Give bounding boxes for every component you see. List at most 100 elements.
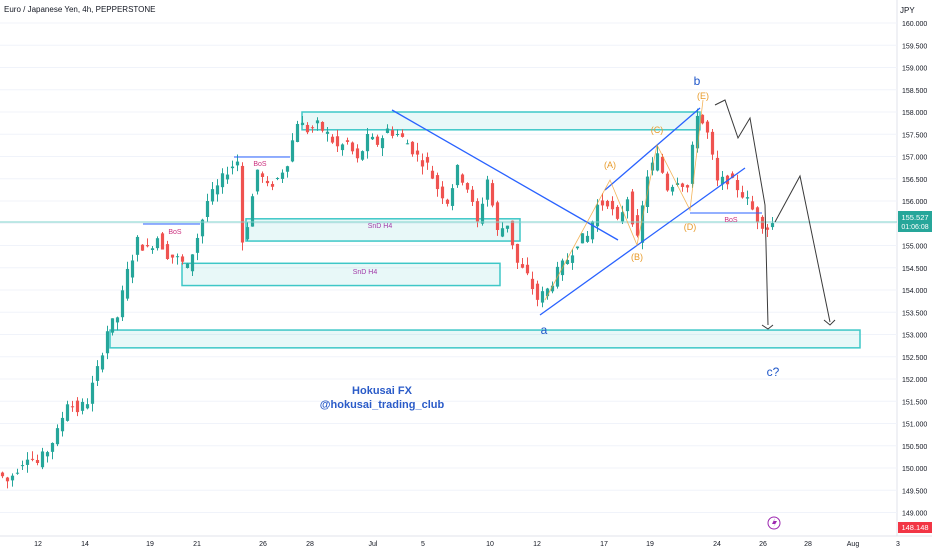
candle-body: [730, 173, 735, 178]
candle-body: [590, 221, 595, 240]
candle-body: [265, 180, 270, 184]
candle-body: [370, 136, 375, 140]
price-tick-label: 158.000: [902, 110, 927, 117]
candle-body: [10, 475, 15, 481]
candle-body: [340, 144, 345, 151]
bos-label-2: BoS: [253, 161, 267, 168]
candle-body: [535, 283, 540, 300]
candle-body: [25, 459, 30, 465]
currency-label[interactable]: JPY: [900, 6, 915, 15]
candle-body: [500, 228, 505, 237]
candle-body: [245, 227, 250, 240]
candle-body: [255, 169, 260, 192]
time-tick-label: 3: [896, 541, 900, 548]
time-ticks: 12 14 19 21 26 28 Jul 5 10 12 17 19 24 26 28 Aug 3: [34, 541, 900, 548]
arrow-head-2: [823, 319, 836, 326]
candle-body: [65, 404, 70, 421]
time-tick-label: Aug: [847, 541, 860, 548]
price-ticks: 160.000 159.500 159.000 158.500 158.000 157.5…: [902, 21, 927, 518]
candle-body: [425, 157, 430, 163]
wave-a-label: a: [541, 323, 548, 337]
candle-body: [190, 254, 195, 272]
candle-body: [275, 177, 280, 179]
candle-body: [75, 400, 80, 413]
candle-body: [270, 183, 275, 187]
candle-body: [285, 166, 290, 172]
candle-body: [295, 123, 300, 142]
candle-body: [705, 121, 710, 133]
candle-body: [85, 404, 90, 409]
price-tick-label: 159.000: [902, 66, 927, 73]
candle-body: [180, 256, 185, 262]
candle-body: [15, 472, 20, 474]
candle-body: [750, 201, 755, 210]
candle-body: [230, 166, 235, 169]
candle-body: [475, 201, 480, 222]
candle-body: [415, 150, 420, 155]
candle-body: [405, 143, 410, 145]
candle-body: [515, 243, 520, 263]
candle-body: [400, 133, 405, 137]
candle-body: [570, 255, 575, 263]
arrow-head-1: [761, 324, 774, 330]
snd-label-1: SnD H4: [368, 223, 393, 230]
candle-body: [695, 115, 700, 149]
candle-body: [430, 170, 435, 179]
candle-body: [530, 278, 535, 290]
candle-body: [605, 200, 610, 207]
wave-A-label: (A): [604, 160, 616, 170]
candle-body: [395, 134, 400, 136]
candle-body: [60, 417, 65, 432]
candle-body: [145, 245, 150, 247]
candle-body: [660, 156, 665, 173]
candle-body: [20, 465, 25, 467]
candle-body: [305, 124, 310, 133]
candle-body: [565, 260, 570, 265]
current-price-badge: [898, 211, 932, 232]
candle-body: [55, 428, 60, 445]
time-tick-label: 26: [259, 541, 267, 548]
candle-body: [690, 144, 695, 184]
candle-body: [470, 189, 475, 202]
bar-countdown: 01:06:08: [901, 224, 928, 231]
candle-body: [215, 185, 220, 195]
candle-body: [120, 290, 125, 318]
candle-body: [635, 215, 640, 236]
lightning-icon: [772, 518, 777, 528]
candle-body: [600, 200, 605, 206]
candle-body: [235, 161, 240, 166]
time-tick-label: 19: [146, 541, 154, 548]
watermark-line-1: Hokusai FX: [352, 385, 413, 397]
projection-path-1: [714, 99, 769, 326]
price-tick-label: 152.500: [902, 355, 927, 362]
candle-body: [520, 264, 525, 268]
price-tick-label: 152.000: [902, 377, 927, 384]
candle-body: [675, 183, 680, 185]
candle-body: [720, 176, 725, 185]
projection-path-2: [774, 174, 831, 323]
candle-body: [410, 141, 415, 155]
candle-body: [420, 160, 425, 167]
price-tick-label: 150.000: [902, 466, 927, 473]
price-tick-label: 154.000: [902, 288, 927, 295]
candle-body: [435, 175, 440, 190]
candle-body: [365, 134, 370, 152]
candle-body: [360, 151, 365, 160]
candle-body: [465, 183, 470, 190]
time-tick-label: 26: [759, 541, 767, 548]
candle-body: [150, 248, 155, 251]
price-tick-label: 159.500: [902, 43, 927, 50]
candle-body: [710, 131, 715, 155]
candle-body: [280, 172, 285, 179]
candle-body: [115, 317, 120, 323]
candle-body: [0, 472, 5, 477]
candle-body: [330, 136, 335, 143]
price-tick-label: 157.000: [902, 155, 927, 162]
chart-title: Euro / Japanese Yen, 4h, PEPPERSTONE: [4, 5, 156, 14]
candle-body: [80, 401, 85, 411]
candle-body: [185, 263, 190, 269]
time-tick-label: 28: [306, 541, 314, 548]
low-price-badge: [898, 522, 932, 533]
